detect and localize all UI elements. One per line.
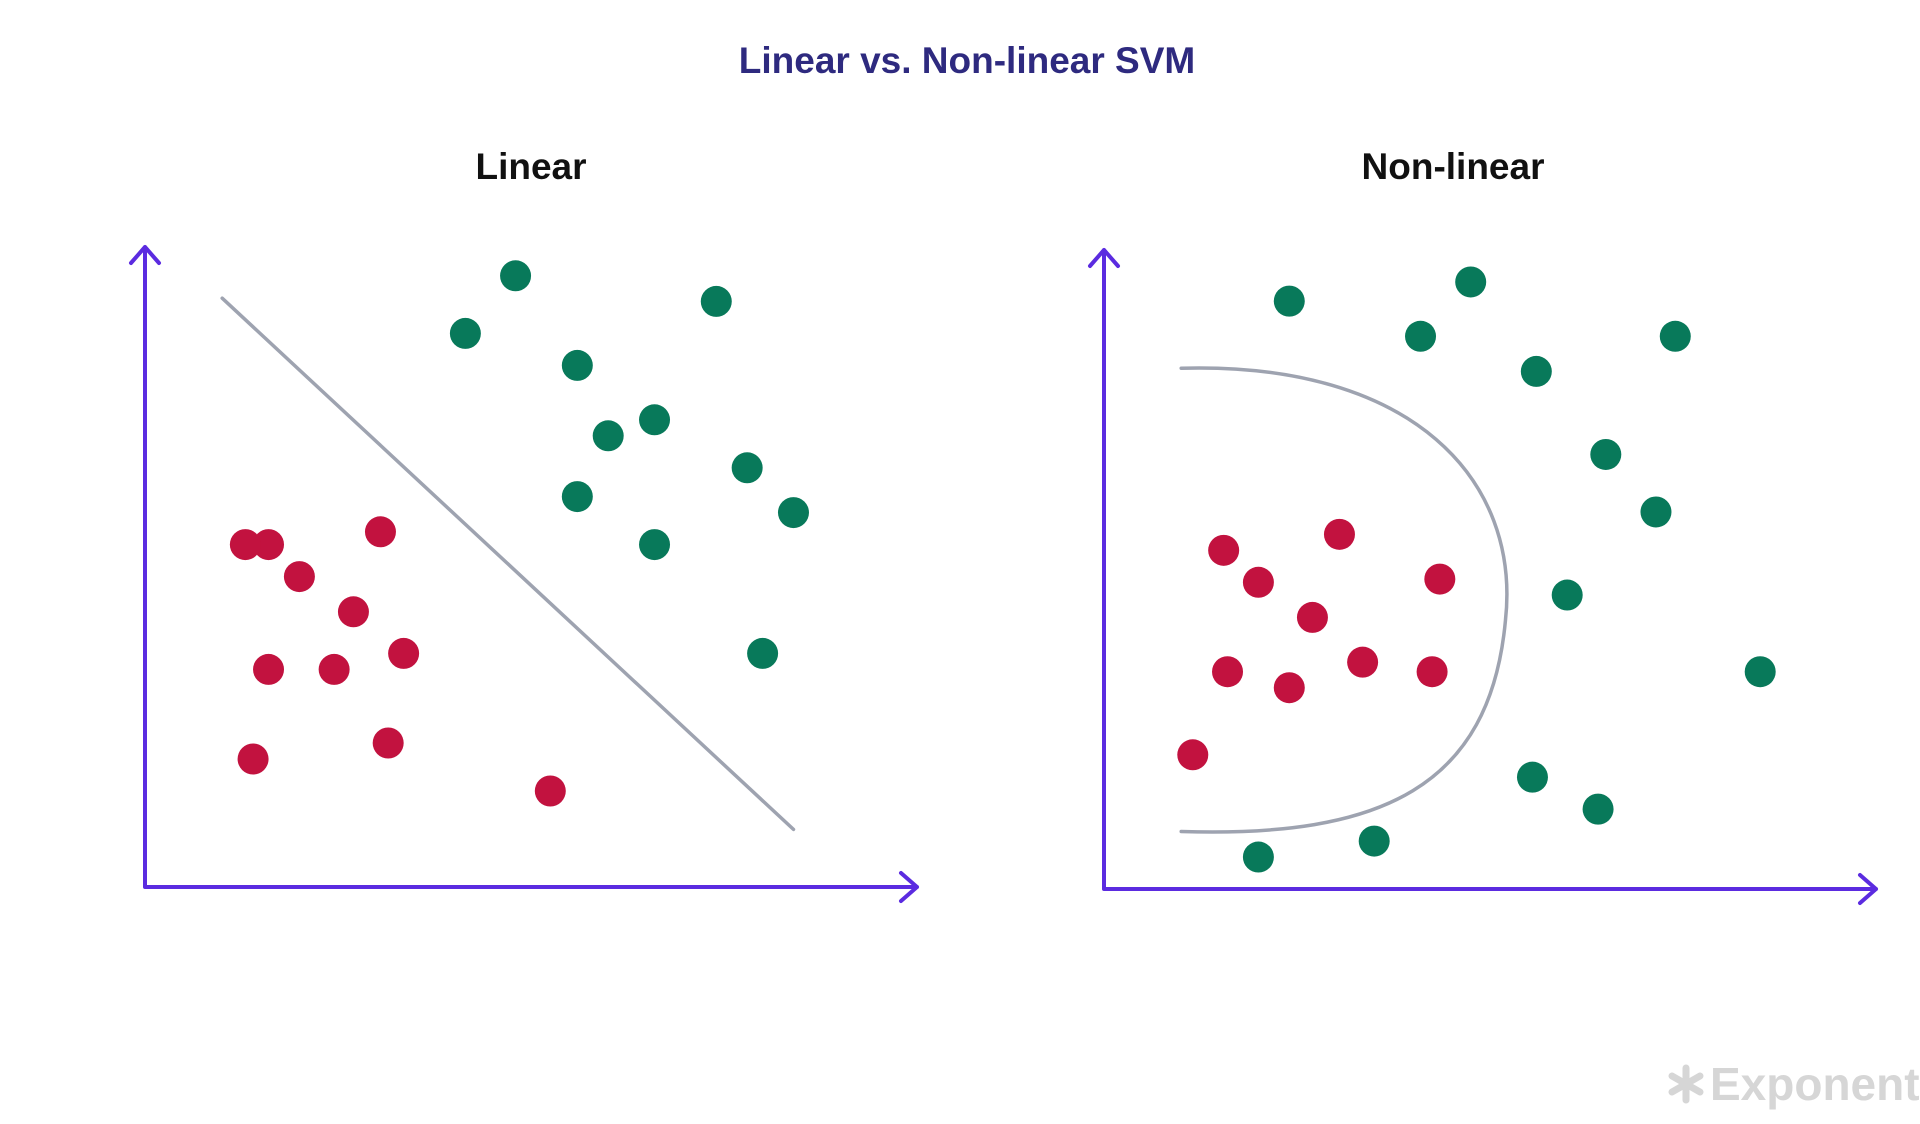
data-point-class-b xyxy=(1405,320,1437,352)
data-point-class-b xyxy=(1659,320,1691,352)
data-point-class-a xyxy=(1424,563,1456,595)
data-point-class-a xyxy=(1323,518,1355,550)
data-point-class-a xyxy=(283,561,315,593)
data-point-class-b xyxy=(561,349,593,381)
data-point-class-b xyxy=(1273,285,1305,317)
data-point-class-b xyxy=(639,404,671,436)
nonlinear-panel-title: Non-linear xyxy=(1362,146,1545,187)
decision-boundary xyxy=(1179,366,1509,834)
data-point-class-b xyxy=(1520,355,1552,387)
nonlinear-axes xyxy=(1088,248,1878,905)
data-point-class-a xyxy=(253,529,285,561)
nonlinear-panel: Non-linear xyxy=(1088,146,1878,905)
data-point-class-a xyxy=(1212,656,1244,688)
data-point-class-b xyxy=(592,420,624,452)
asterisk-icon xyxy=(1668,1064,1704,1104)
data-point-class-a xyxy=(337,596,369,628)
data-point-class-b xyxy=(700,285,732,317)
data-point-class-a xyxy=(364,516,396,548)
linear-axes xyxy=(129,245,919,903)
data-point-class-a xyxy=(1296,601,1328,633)
data-point-class-b xyxy=(639,529,671,561)
data-point-class-a xyxy=(1273,672,1305,704)
data-point-class-a xyxy=(237,743,269,775)
exponent-brand: Exponent xyxy=(1668,1058,1920,1110)
data-point-class-b xyxy=(747,637,779,669)
data-point-class-b xyxy=(449,317,481,349)
data-point-class-a xyxy=(318,653,350,685)
data-point-class-b xyxy=(1358,825,1390,857)
data-point-class-b xyxy=(777,497,809,529)
data-point-class-b xyxy=(1516,761,1548,793)
data-point-class-a xyxy=(1177,739,1209,771)
data-point-class-b xyxy=(1582,793,1614,825)
linear-panel: Linear xyxy=(129,146,919,903)
linear-panel-title: Linear xyxy=(475,146,586,187)
data-point-class-b xyxy=(731,452,763,484)
data-point-class-a xyxy=(372,727,404,759)
data-point-class-a xyxy=(1208,534,1240,566)
decision-boundary xyxy=(220,296,796,832)
data-point-class-b xyxy=(1640,496,1672,528)
data-point-class-a xyxy=(1347,646,1379,678)
data-point-class-a xyxy=(253,653,285,685)
data-point-class-a xyxy=(388,637,420,669)
data-point-class-a xyxy=(229,529,261,561)
data-point-class-b xyxy=(1455,266,1487,298)
data-point-class-b xyxy=(500,260,532,292)
data-point-class-b xyxy=(1551,579,1583,611)
data-point-class-a xyxy=(1416,656,1448,688)
figure-title: Linear vs. Non-linear SVM xyxy=(739,40,1195,81)
data-point-class-a xyxy=(534,775,566,807)
data-point-class-b xyxy=(1590,438,1622,470)
data-point-class-b xyxy=(1242,841,1274,873)
data-point-class-b xyxy=(561,481,593,513)
data-point-class-b xyxy=(1744,656,1776,688)
brand-name: Exponent xyxy=(1710,1058,1920,1110)
data-point-class-a xyxy=(1242,566,1274,598)
